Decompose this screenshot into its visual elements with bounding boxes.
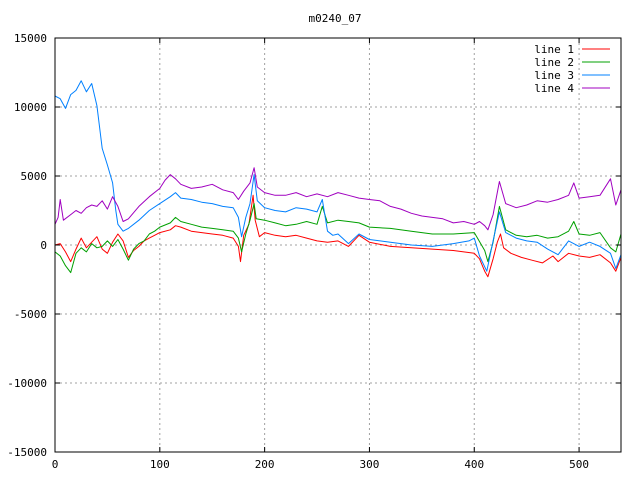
x-tick-label: 100	[150, 458, 170, 471]
y-tick-label: 0	[40, 239, 47, 252]
legend-label-4: line 4	[534, 82, 574, 95]
y-tick-label: 15000	[14, 32, 47, 45]
legend-label-1: line 1	[534, 43, 574, 56]
y-tick-label: -15000	[7, 446, 47, 459]
series-line-3	[54, 80, 622, 272]
series-layer	[54, 80, 622, 278]
legend-label-2: line 2	[534, 56, 574, 69]
grid-lines	[55, 38, 621, 452]
x-axis-ticks: 0 100 200 300 400 500	[52, 38, 589, 471]
y-axis-ticks: -15000 -10000 -5000 0 5000 10000 15000	[7, 32, 621, 459]
series-line-1	[54, 194, 622, 278]
x-tick-label: 300	[360, 458, 380, 471]
series-line-2	[54, 203, 622, 274]
y-tick-label: 5000	[21, 170, 48, 183]
y-tick-label: -5000	[14, 308, 47, 321]
x-tick-label: 0	[52, 458, 59, 471]
y-tick-label: -10000	[7, 377, 47, 390]
x-tick-label: 400	[464, 458, 484, 471]
legend-label-3: line 3	[534, 69, 574, 82]
chart-title: m0240_07	[309, 12, 362, 25]
series-line-4	[54, 167, 622, 231]
x-tick-label: 200	[255, 458, 275, 471]
y-tick-label: 10000	[14, 101, 47, 114]
x-tick-label: 500	[569, 458, 589, 471]
